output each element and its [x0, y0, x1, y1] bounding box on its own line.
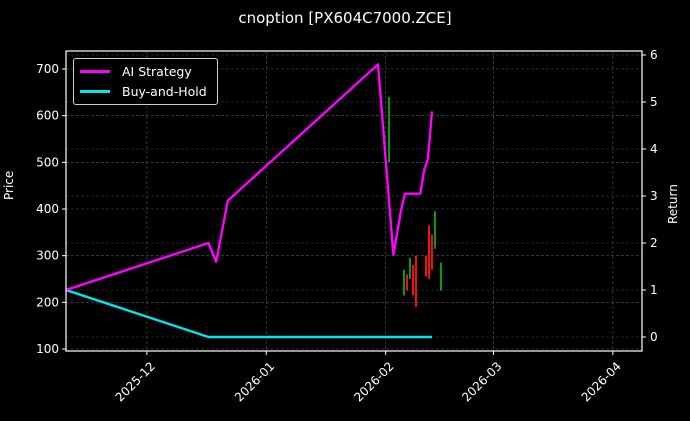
x-tick-label: 2026-01	[232, 359, 277, 404]
candlestick	[406, 274, 408, 291]
y-axis-right: 0 1 2 3 4 5 6	[642, 48, 658, 344]
legend-label: Buy-and-Hold	[122, 83, 207, 99]
x-tick-label: 2026-04	[579, 359, 624, 404]
y-tick-label-left: 700	[36, 62, 59, 76]
y-tick-label-left: 300	[36, 249, 59, 263]
series-line-ai-strategy	[65, 63, 434, 292]
legend-item-ai-strategy: AI Strategy	[80, 61, 192, 81]
y-tick-label-right: 2	[650, 236, 658, 250]
candlestick	[425, 255, 427, 277]
candlestick	[412, 265, 414, 296]
y-tick-label-left: 600	[36, 109, 59, 123]
candlesticks	[388, 97, 442, 307]
y-tick-label-right: 5	[650, 95, 658, 109]
candlestick	[434, 211, 436, 249]
y-tick-label-left: 100	[36, 342, 59, 356]
y-axis-label-left: Price	[2, 170, 16, 200]
candlestick	[431, 234, 433, 270]
legend-swatch-icon	[80, 89, 110, 93]
plot-frame	[65, 50, 643, 352]
candlestick	[415, 255, 417, 307]
legend-swatch-icon	[80, 69, 110, 73]
y-tick-label-left: 400	[36, 202, 59, 216]
candlestick	[440, 262, 442, 291]
y-tick-label-left: 500	[36, 155, 59, 169]
legend-label: AI Strategy	[122, 63, 192, 79]
y-tick-label-right: 4	[650, 142, 658, 156]
legend: AI Strategy Buy-and-Hold	[73, 58, 218, 105]
y-tick-label-right: 6	[650, 48, 658, 62]
y-axis-left: 100 200 300 400 500 600 700	[36, 62, 66, 356]
candlestick	[409, 258, 411, 279]
x-tick-label: 2026-02	[351, 359, 396, 404]
y-tick-label-right: 3	[650, 189, 658, 203]
candlestick	[403, 269, 405, 296]
candlestick	[428, 225, 430, 279]
y-tick-label-right: 1	[650, 283, 658, 297]
candlestick	[388, 97, 390, 163]
x-axis: 2025-12 2026-01 2026-02 2026-03 2026-04	[113, 351, 624, 405]
series-line-buy-and-hold	[65, 288, 432, 339]
y-axis-label-right: Return	[666, 184, 680, 224]
y-tick-label-left: 200	[36, 295, 59, 309]
chart-title: cnoption [PX604C7000.ZCE]	[238, 9, 452, 27]
x-tick-label: 2025-12	[113, 359, 158, 404]
y-tick-label-right: 0	[650, 330, 658, 344]
legend-item-buy-and-hold: Buy-and-Hold	[80, 81, 207, 101]
series-lines	[65, 63, 434, 339]
x-tick-label: 2026-03	[459, 359, 504, 404]
